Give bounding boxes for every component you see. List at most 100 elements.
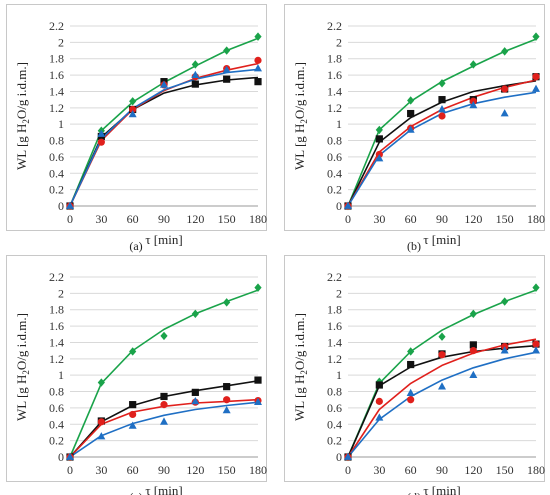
y-tick-label: 0.4 [327,417,342,431]
data-point [469,100,478,109]
data-point [438,382,446,390]
data-point [223,298,231,307]
y-tick-label: 0.8 [327,385,342,399]
y-axis-label: WL [g H2O/g i.d.m.] [14,313,31,421]
data-point [128,421,137,429]
x-tick-label: 150 [218,463,236,477]
data-point [254,64,262,72]
data-point [254,32,262,41]
y-axis-label: WL [g H2O/g i.d.m.] [292,62,309,170]
x-tick-label: 0 [67,463,73,477]
data-point [469,347,477,355]
data-point [223,46,231,55]
data-point [407,360,415,369]
data-point [129,105,137,114]
data-point [254,283,262,292]
data-point [406,125,415,133]
y-tick-label: 0.2 [327,183,342,197]
x-axis-label: τ [min] [145,483,182,495]
x-tick-label: 60 [405,463,417,477]
data-point [344,201,352,209]
data-point [501,297,509,306]
data-point [532,346,540,354]
data-point [438,112,446,120]
x-tick-label: 30 [95,212,107,226]
y-tick-label: 0 [58,450,64,464]
data-point [160,80,168,88]
data-point [223,383,231,391]
y-axis-label: WL [g H2O/g i.d.m.] [292,313,309,421]
data-point [406,388,415,397]
y-tick-label: 1.2 [49,352,64,366]
y-tick-label: 1.2 [327,352,342,366]
data-point [191,309,199,319]
chart-frame [6,4,267,231]
y-tick-label: 0.6 [327,150,342,164]
x-tick-label: 150 [218,212,236,226]
y-tick-label: 2 [336,286,342,300]
y-tick-label: 1.6 [327,319,342,333]
y-tick-label: 1.8 [327,303,342,317]
y-tick-label: 0 [336,199,342,213]
x-tick-label: 0 [345,463,351,477]
data-point [97,138,105,146]
x-tick-label: 120 [186,212,204,226]
y-tick-label: 1.8 [49,52,64,66]
y-tick-label: 0.8 [327,134,342,148]
chart-panel: 0 0.2 0.4 0.6 0.8 1 1.2 1.4 1.6 1.8 2 2.2 0 30 60 90 120… [284,255,545,495]
y-tick-label: 1 [336,117,342,131]
y-tick-label: 1.6 [49,68,64,82]
x-axis-label: τ [min] [423,483,460,495]
data-point [97,432,106,440]
data-point [66,201,74,209]
y-tick-label: 1.4 [327,335,342,349]
data-point [160,392,168,401]
y-tick-label: 0.4 [49,417,64,431]
data-point [532,340,540,348]
data-point [469,341,477,349]
y-tick-label: 0.6 [49,401,64,415]
data-point [129,401,137,409]
panel-label: (b) [407,239,421,253]
data-point [438,332,446,341]
x-tick-label: 120 [464,212,482,226]
data-point [129,410,137,419]
y-tick-label: 0.4 [49,166,64,180]
data-point [191,388,199,396]
data-point [407,347,415,356]
data-point [191,396,200,405]
x-tick-label: 0 [345,212,351,226]
y-tick-label: 2.2 [49,270,64,284]
data-point [375,154,384,162]
x-tick-label: 30 [373,463,385,477]
panel-label: (c) [129,490,142,495]
y-tick-label: 0.4 [327,166,342,180]
data-point [375,413,384,421]
chart-frame [6,255,267,482]
data-point [128,109,137,118]
data-point [254,78,262,86]
x-tick-label: 90 [436,212,448,226]
data-point [501,47,509,56]
data-point [501,85,509,93]
y-tick-label: 2.2 [327,270,342,284]
y-tick-label: 1.4 [49,84,64,98]
y-axis-label: WL [g H2O/g i.d.m.] [14,62,31,170]
data-point [160,331,168,341]
x-tick-label: 120 [186,463,204,477]
data-point [222,405,231,414]
data-point [222,65,231,74]
x-tick-label: 60 [405,212,417,226]
x-tick-label: 150 [496,463,514,477]
data-point [469,60,477,69]
x-tick-label: 180 [527,212,545,226]
data-point [223,75,231,83]
data-point [375,125,383,135]
data-point [129,97,137,106]
data-point [407,96,415,105]
y-tick-label: 0 [58,199,64,213]
data-point [438,351,446,359]
y-tick-label: 1 [336,368,342,382]
data-point [97,129,106,137]
